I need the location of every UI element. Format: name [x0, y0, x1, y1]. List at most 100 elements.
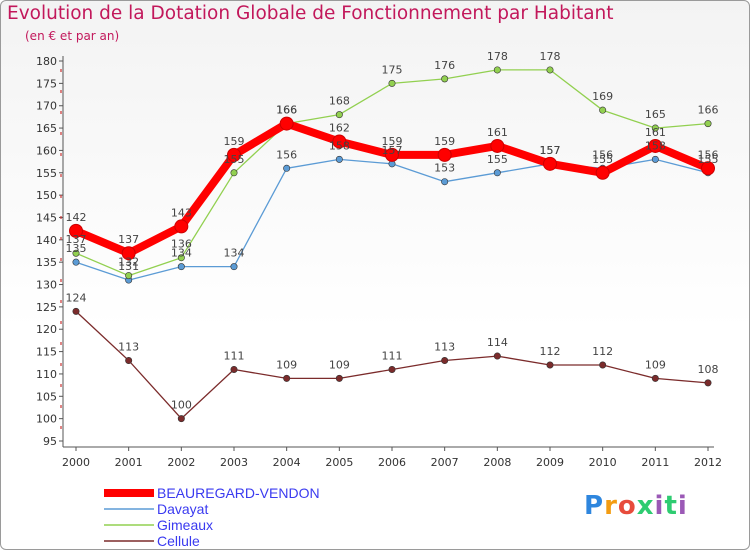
data-point [546, 66, 554, 74]
data-point [648, 138, 663, 153]
data-point [437, 147, 452, 162]
data-label: 155 [698, 153, 719, 166]
data-point [174, 219, 189, 234]
data-point [493, 352, 501, 360]
data-point [704, 120, 712, 128]
data-label: 113 [118, 341, 139, 354]
data-label: 166 [276, 104, 297, 117]
data-label: 111 [224, 349, 245, 362]
data-label: 135 [66, 242, 87, 255]
data-label: 176 [434, 59, 455, 72]
data-label: 157 [382, 144, 403, 157]
data-point [177, 263, 185, 271]
x-tick-label: 2002 [167, 456, 195, 469]
data-label: 165 [645, 108, 666, 121]
data-label: 158 [645, 139, 666, 152]
y-tick-label: 115 [36, 346, 57, 359]
data-point [177, 254, 185, 262]
y-tick-label: 135 [36, 256, 57, 269]
data-label: 112 [592, 345, 613, 358]
data-label: 155 [487, 153, 508, 166]
data-point [704, 379, 712, 387]
data-label: 159 [224, 135, 245, 148]
data-label: 159 [434, 135, 455, 148]
y-tick-label: 125 [36, 301, 57, 314]
data-label: 157 [540, 144, 561, 157]
data-point [651, 124, 659, 132]
data-label: 175 [382, 63, 403, 76]
data-point [230, 263, 238, 271]
y-tick-label: 150 [36, 189, 57, 202]
data-label: 131 [118, 260, 139, 273]
data-label: 161 [487, 126, 508, 139]
data-label: 113 [434, 341, 455, 354]
x-tick-label: 2008 [483, 456, 511, 469]
data-point [230, 169, 238, 177]
data-point [335, 111, 343, 119]
legend-label: Davayat [157, 501, 208, 517]
y-tick-label: 180 [36, 55, 57, 68]
data-label: 162 [329, 121, 350, 134]
data-point [230, 365, 238, 373]
data-label: 143 [171, 206, 192, 219]
data-point [121, 246, 136, 261]
data-point [651, 374, 659, 382]
data-point [385, 147, 399, 162]
data-point [493, 66, 501, 74]
data-label: 166 [698, 104, 719, 117]
data-point [701, 161, 715, 176]
data-point [595, 165, 610, 180]
data-label: 178 [487, 50, 508, 63]
data-point [388, 365, 396, 373]
y-tick-label: 120 [36, 323, 57, 336]
chart-axes: 95 100 105 110 115 120 125 130 135 140 145 150 155 16… [36, 55, 722, 469]
x-tick-label: 2003 [220, 456, 248, 469]
data-label: 155 [592, 153, 613, 166]
x-tick-label: 2010 [589, 456, 617, 469]
data-label: 137 [118, 233, 139, 246]
x-tick-label: 2005 [325, 456, 353, 469]
series-line-davayat [75, 158, 709, 281]
y-tick-label: 105 [36, 390, 57, 403]
proxiti-logo: Proxiti [584, 491, 688, 521]
data-label: 142 [66, 211, 87, 224]
data-label: 178 [540, 50, 561, 63]
data-point [441, 178, 449, 186]
data-label: 109 [276, 358, 297, 371]
data-point [283, 374, 291, 382]
chart-title: Evolution de la Dotation Globale de Fonc… [7, 3, 614, 24]
y-tick-label: 155 [36, 167, 57, 180]
data-label: 100 [171, 399, 192, 412]
data-label: 136 [171, 238, 192, 251]
y-tick-label: 95 [43, 435, 57, 448]
data-point [177, 415, 185, 423]
data-point [441, 357, 449, 365]
data-label: 159 [382, 135, 403, 148]
data-label: 168 [329, 95, 350, 108]
data-label: 156 [592, 148, 613, 161]
data-label: 166 [276, 104, 297, 117]
x-tick-label: 2004 [273, 456, 301, 469]
data-point [72, 249, 80, 257]
data-label: 124 [66, 291, 87, 304]
y-tick-label: 160 [36, 144, 57, 157]
x-tick-label: 2000 [62, 456, 90, 469]
data-label: 157 [540, 144, 561, 157]
data-label: 137 [66, 233, 87, 246]
x-tick-label: 2001 [115, 456, 143, 469]
data-point [125, 357, 133, 365]
data-label: 134 [224, 247, 245, 260]
legend-label: BEAUREGARD-VENDON [157, 485, 320, 501]
data-point [543, 156, 557, 171]
data-point [651, 155, 659, 163]
data-point [279, 116, 294, 131]
data-label: 132 [118, 256, 139, 269]
y-tick-label: 140 [36, 234, 57, 247]
y-tick-label: 145 [36, 211, 57, 224]
data-label: 108 [698, 363, 719, 376]
data-point [72, 307, 80, 315]
data-label: 111 [382, 349, 403, 362]
